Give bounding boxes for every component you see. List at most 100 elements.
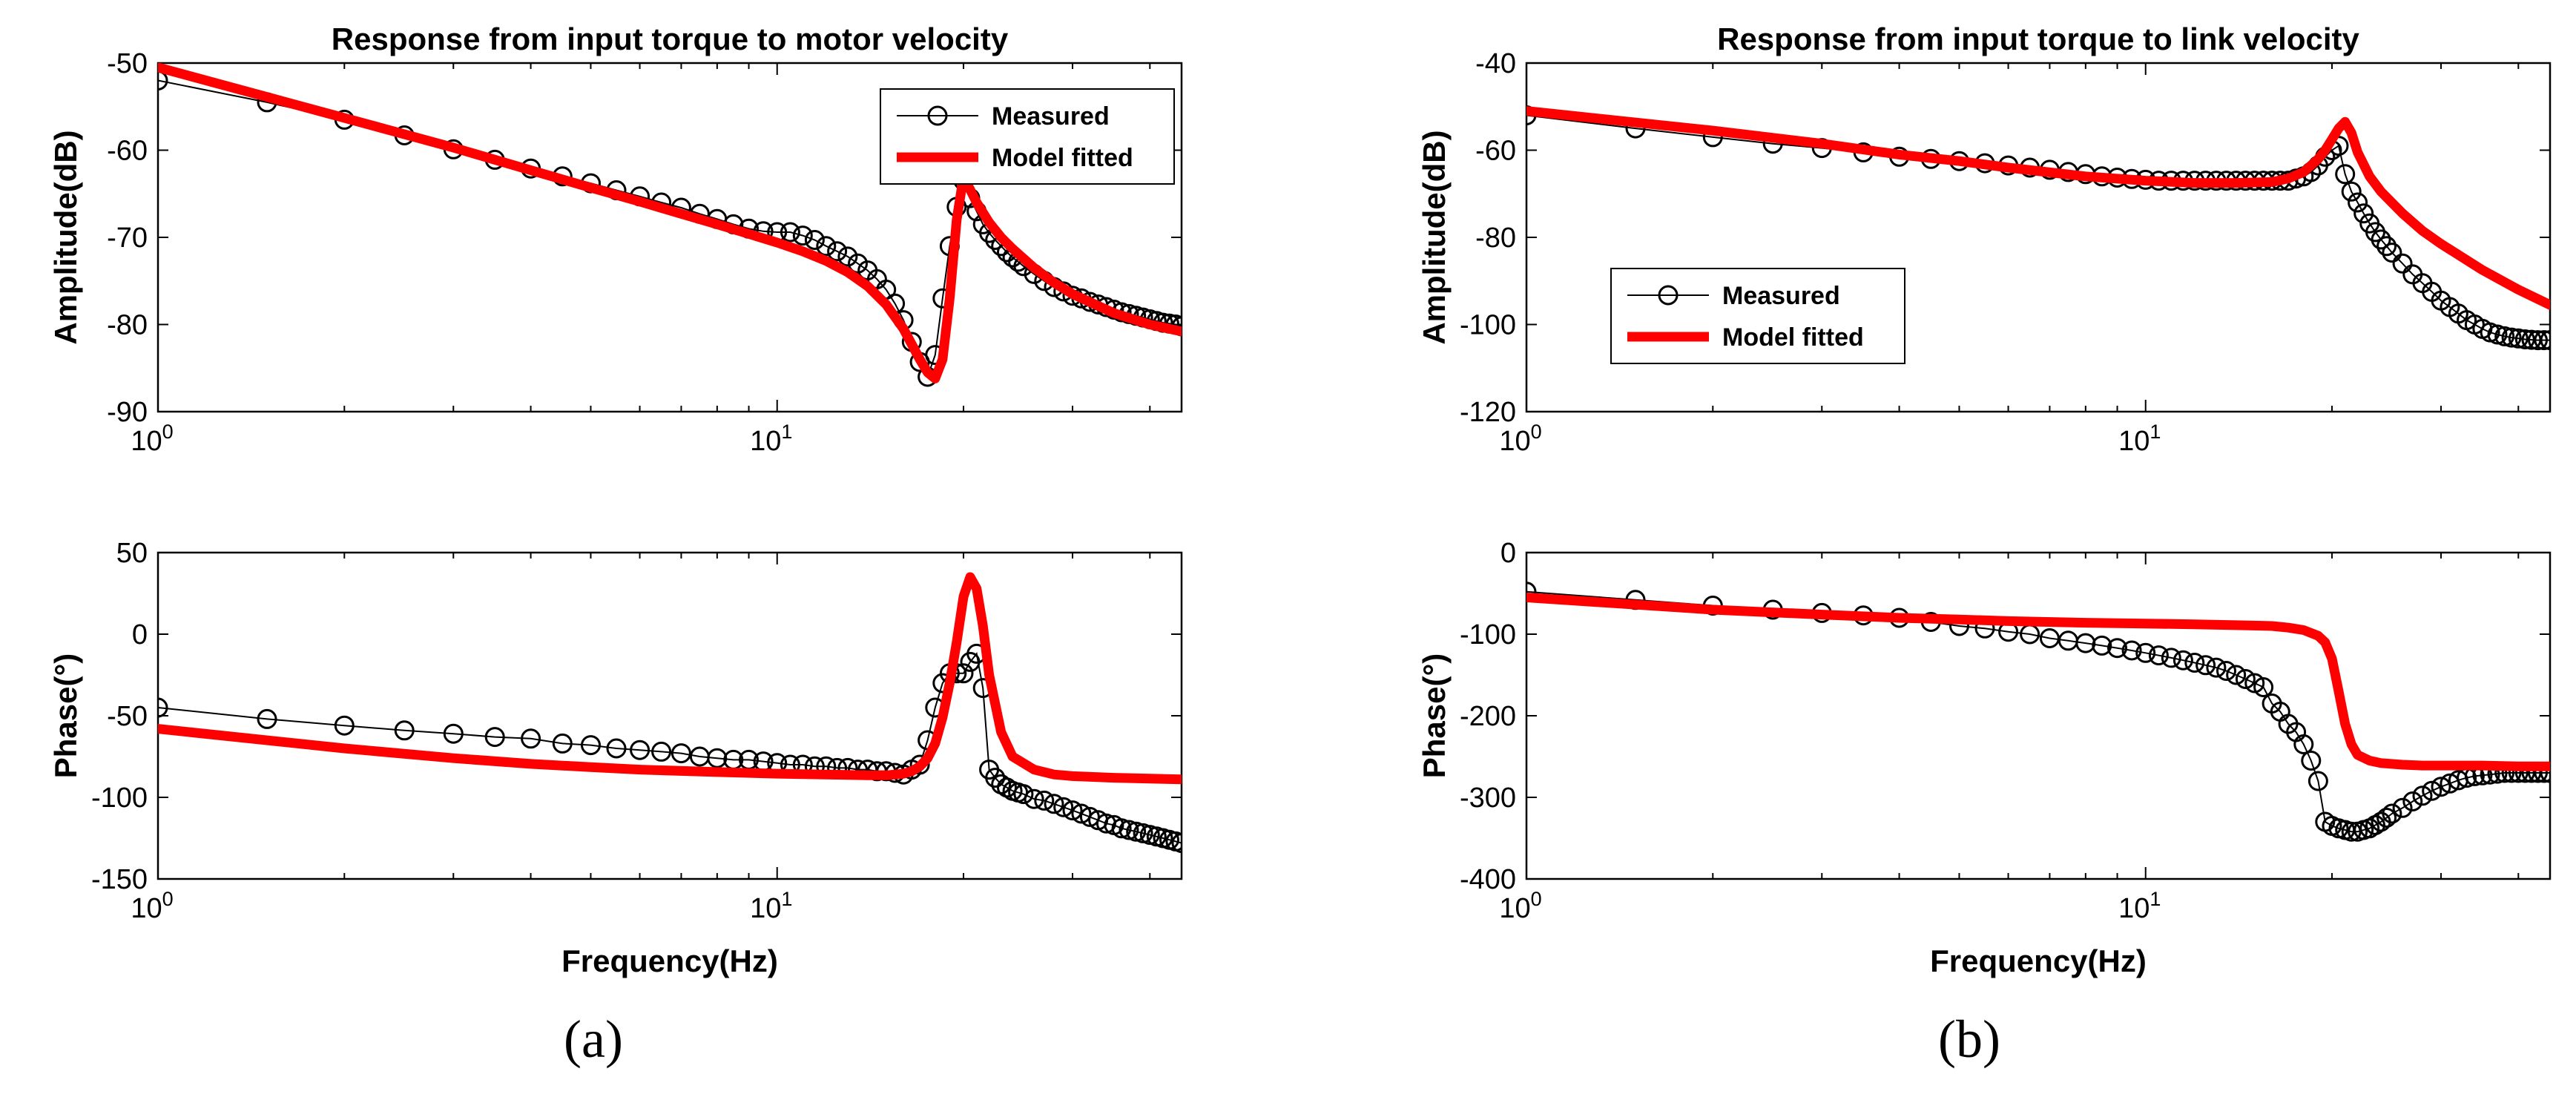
plot-area	[1525, 551, 2552, 880]
y-axis-label: Amplitude(dB)	[48, 130, 83, 344]
series-model-line	[1526, 106, 2550, 310]
legend-measured-marker	[927, 105, 948, 126]
measured-point	[2335, 164, 2356, 185]
series-measured-line	[158, 652, 1182, 844]
x-tick-label: 100	[1499, 421, 1541, 457]
measured-point	[2514, 329, 2535, 349]
measured-point	[1034, 790, 1055, 811]
measured-point	[2107, 638, 2127, 659]
y-tick-label: 50	[116, 538, 148, 569]
measured-point	[2235, 669, 2256, 689]
measured-point	[484, 727, 505, 748]
measured-point	[2293, 734, 2314, 754]
x-tick-exponent: 1	[781, 888, 792, 910]
legend-box	[880, 88, 1175, 185]
measured-point	[1126, 821, 1147, 842]
measured-point	[804, 230, 825, 250]
x-tick-label: 101	[750, 421, 792, 457]
measured-point	[2540, 330, 2550, 351]
measured-point	[2422, 780, 2442, 801]
y-axis-label: Amplitude(dB)	[1417, 130, 1452, 344]
measured-point	[1053, 797, 1074, 817]
measured-point	[2412, 785, 2433, 806]
y-tick-label: -150	[91, 864, 148, 895]
y-axis-label: Phase(°)	[1417, 653, 1452, 779]
y-tick-label: -90	[107, 397, 148, 428]
measured-point	[2371, 229, 2391, 250]
measured-point	[2382, 803, 2402, 824]
measured-point	[521, 728, 541, 749]
measured-point	[2431, 777, 2451, 797]
measured-point	[2161, 648, 2181, 668]
legend-label-model: Model fitted	[1722, 323, 1864, 352]
measured-point	[1044, 794, 1064, 814]
measured-point	[2392, 253, 2413, 274]
measured-point	[2402, 791, 2423, 811]
x-tick-exponent: 0	[162, 888, 174, 910]
legend-label-model: Model fitted	[992, 144, 1133, 172]
measured-point	[2092, 635, 2112, 656]
measured-point	[816, 236, 837, 257]
measured-point	[257, 708, 277, 729]
measured-point	[158, 70, 168, 90]
panel-label-a: (a)	[564, 1009, 623, 1069]
measured-point	[780, 222, 800, 243]
measured-point	[1119, 820, 1139, 840]
y-tick-label: -40	[1475, 48, 1516, 79]
measured-point	[985, 768, 1006, 788]
measured-point	[1071, 803, 1092, 824]
measured-point	[2121, 640, 2142, 661]
measured-point	[792, 225, 813, 246]
measured-point	[671, 743, 691, 764]
measured-point	[837, 246, 858, 267]
series-model-line	[158, 572, 1182, 785]
y-tick-label: 0	[132, 619, 148, 650]
y-tick-label: 0	[1501, 538, 1516, 569]
x-tick-exponent: 1	[2150, 888, 2161, 910]
measured-point	[443, 723, 464, 744]
series-model-line	[1526, 593, 2550, 771]
y-tick-label: -120	[1460, 397, 1516, 428]
measured-point	[2382, 243, 2402, 263]
measured-point	[2173, 650, 2193, 671]
legend-measured-marker	[1658, 285, 1679, 306]
measured-point	[2534, 330, 2550, 351]
x-tick-exponent: 0	[162, 421, 174, 443]
y-axis-label: Phase(°)	[48, 653, 83, 779]
measured-point	[2307, 771, 2328, 791]
y-tick-label: -80	[1475, 223, 1516, 254]
panel-label-b: (b)	[1938, 1009, 2000, 1069]
measured-point	[1024, 788, 1044, 809]
measured-point	[2348, 192, 2368, 213]
measured-point	[2206, 657, 2227, 678]
measured-point	[2376, 808, 2397, 828]
measured-point	[2392, 797, 2413, 818]
measured-point	[2253, 677, 2274, 697]
measured-point	[581, 735, 601, 756]
measured-point	[707, 748, 728, 768]
chart-title: Response from input torque to link veloc…	[1717, 22, 2359, 56]
measured-point	[630, 739, 650, 760]
measured-point	[909, 754, 930, 775]
measured-point	[827, 241, 848, 262]
legend-box	[1610, 268, 1905, 364]
y-tick-label: -300	[1460, 783, 1516, 814]
measured-point	[2184, 653, 2205, 673]
plot-area	[157, 551, 1183, 880]
measured-point	[2216, 661, 2236, 681]
measured-point	[2148, 645, 2169, 666]
measured-point	[1062, 800, 1083, 821]
y-tick-label: -60	[107, 136, 148, 167]
y-tick-label: -100	[1460, 310, 1516, 341]
measured-point	[552, 733, 573, 754]
series-layer	[158, 572, 1182, 854]
series-measured-line	[1526, 590, 2550, 833]
measured-point	[2135, 642, 2156, 663]
measured-point	[2528, 330, 2548, 351]
measured-point	[2226, 665, 2247, 685]
series-model-line	[158, 63, 1182, 383]
